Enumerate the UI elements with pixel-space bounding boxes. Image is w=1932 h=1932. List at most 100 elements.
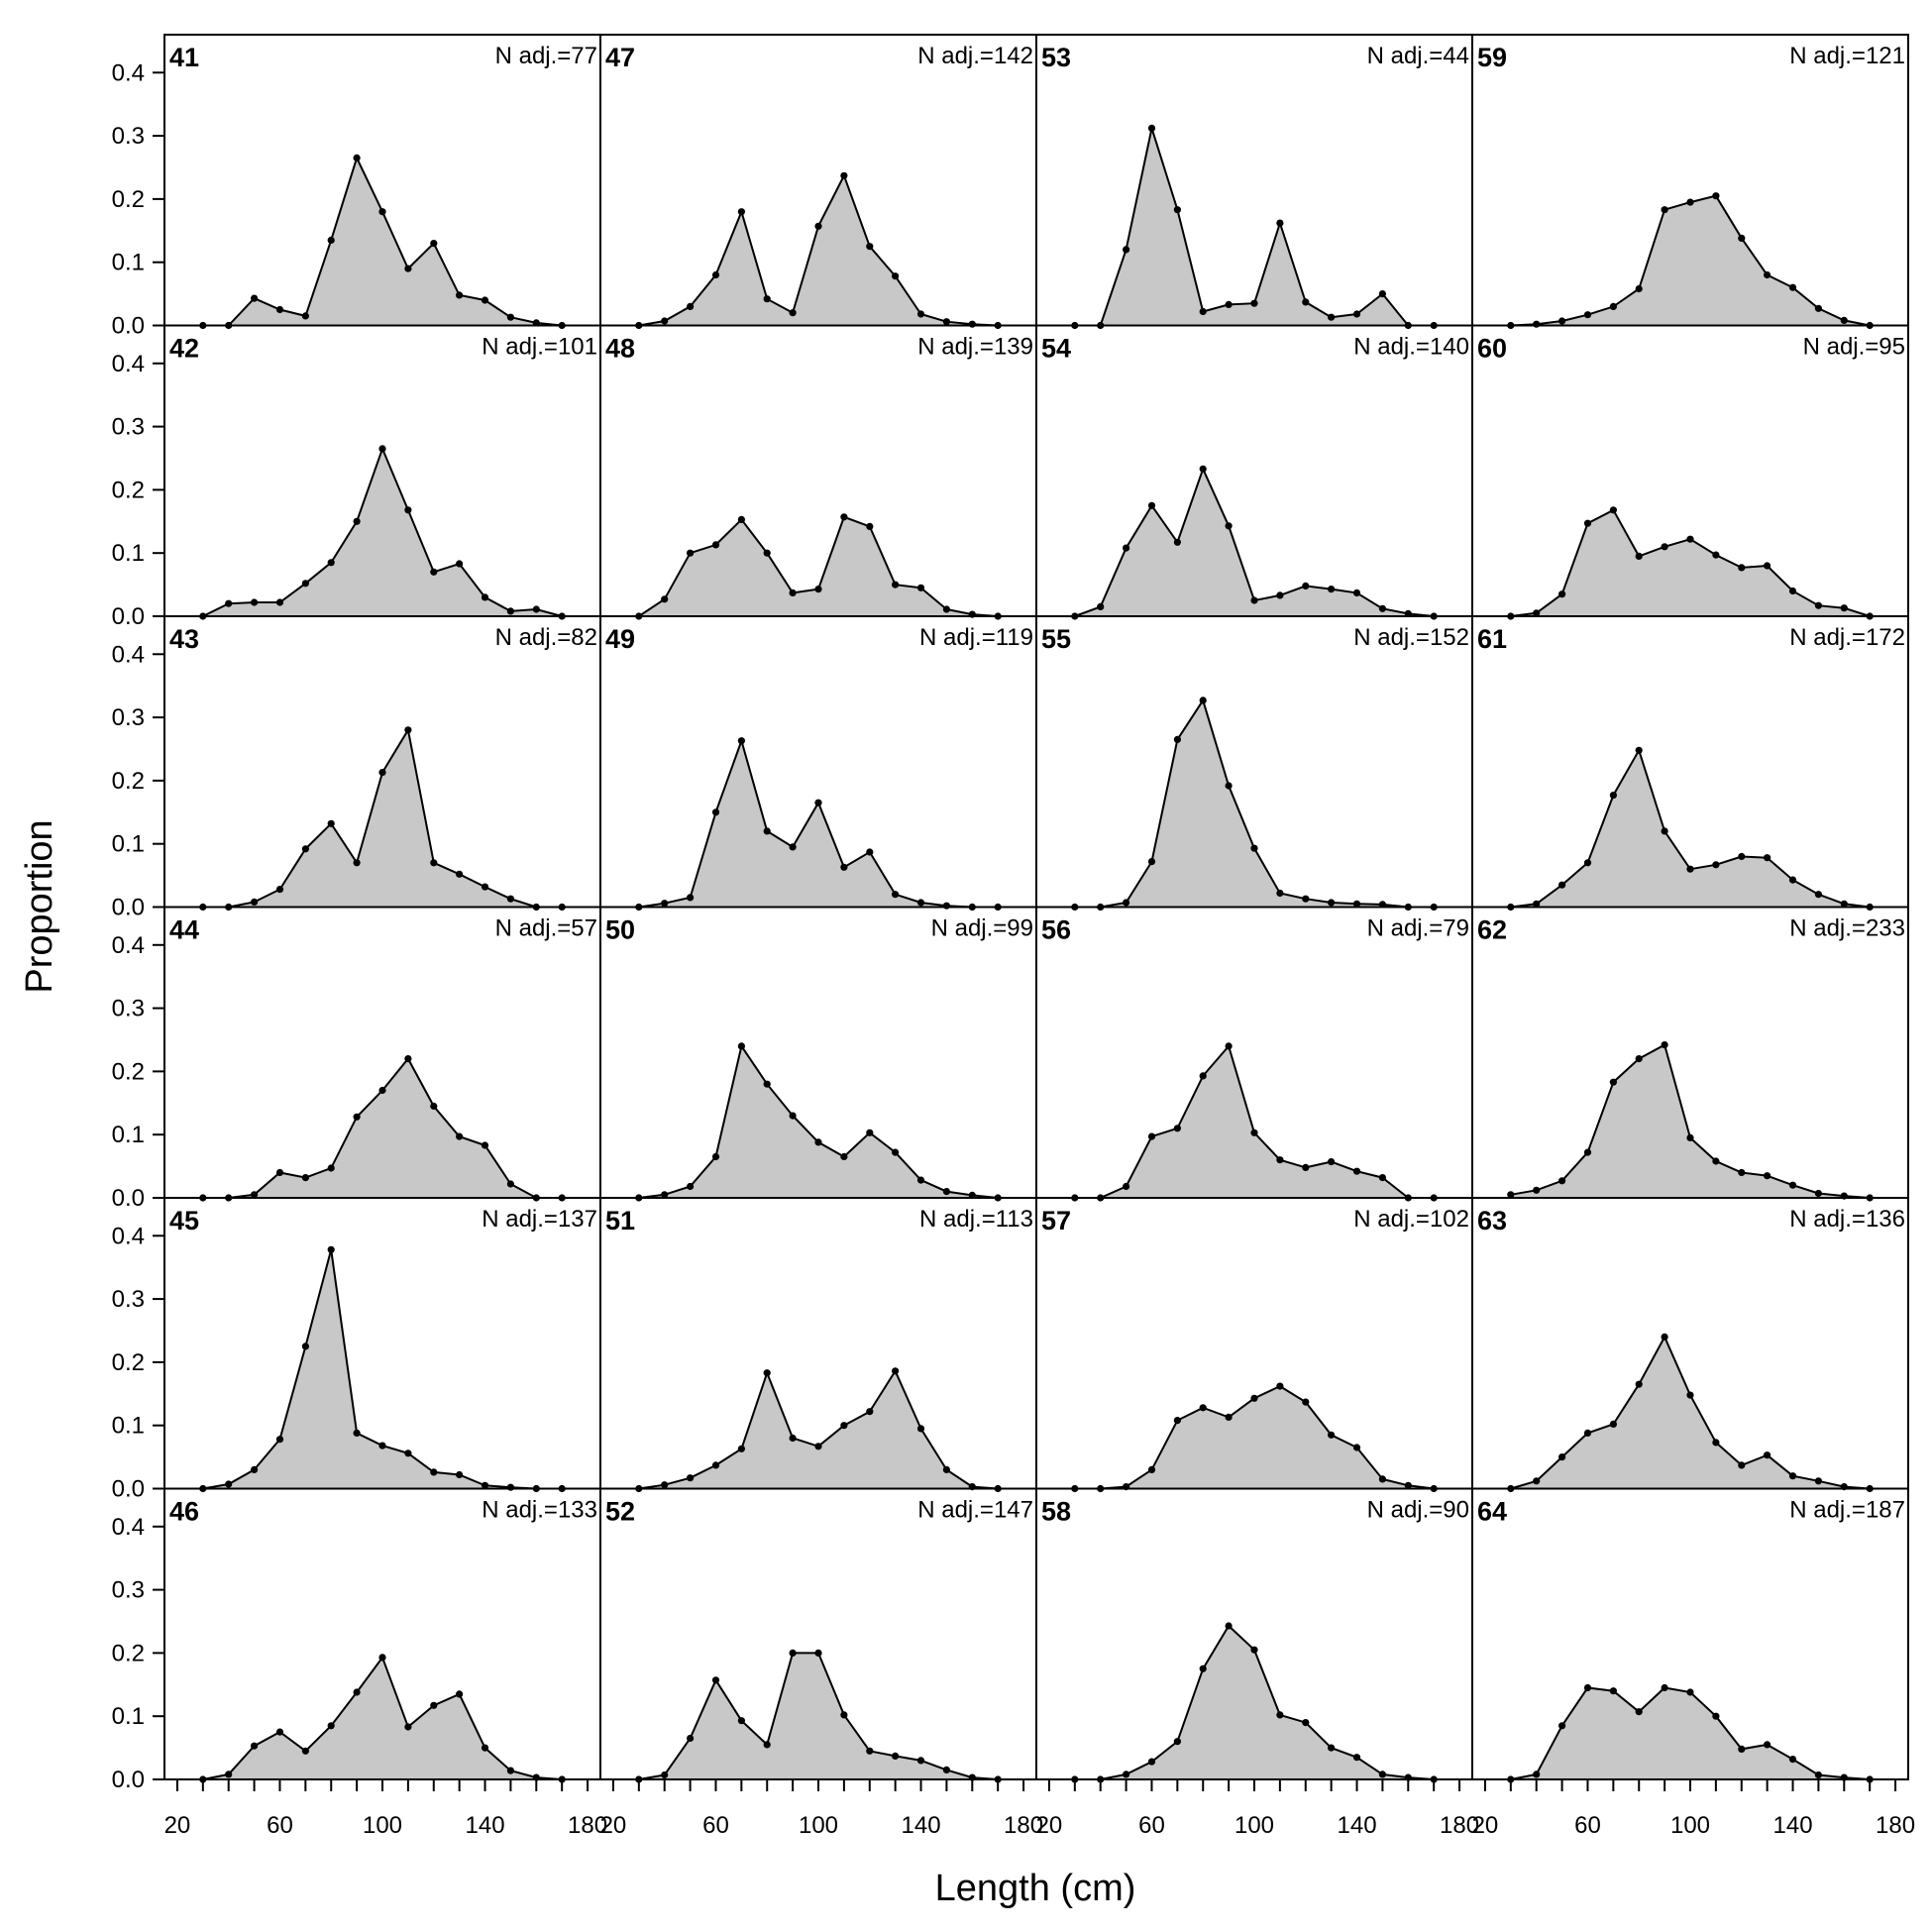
data-point-120 <box>430 240 438 248</box>
data-point-90 <box>353 517 361 525</box>
x-tick-label: 100 <box>799 1812 838 1839</box>
data-point-130 <box>1328 1431 1336 1439</box>
n-adj-label: N adj.=136 <box>1789 1206 1905 1233</box>
y-tick-label: 0.3 <box>112 704 145 731</box>
n-adj-label: N adj.=133 <box>482 1497 597 1524</box>
area-fill <box>1074 1386 1435 1489</box>
data-point-130 <box>456 560 464 568</box>
x-tick-label: 60 <box>1574 1812 1601 1839</box>
data-point-40 <box>1533 900 1541 908</box>
data-point-160 <box>1840 316 1848 324</box>
y-tick-label: 0.1 <box>112 540 145 567</box>
data-point-140 <box>1788 1181 1797 1189</box>
y-tick-label: 0.2 <box>112 1640 145 1666</box>
y-tick-label: 0.4 <box>112 1514 145 1541</box>
n-adj-label: N adj.=137 <box>482 1206 597 1233</box>
data-point-120 <box>1302 1719 1310 1727</box>
data-point-90 <box>1661 827 1668 835</box>
data-point-60 <box>1147 1465 1156 1473</box>
x-tick-label: 60 <box>702 1812 729 1839</box>
data-point-50 <box>687 1734 695 1743</box>
data-point-150 <box>1814 891 1822 899</box>
data-point-70 <box>1173 206 1181 214</box>
data-point-50 <box>251 898 259 907</box>
y-tick-label: 0.2 <box>112 477 145 503</box>
panel-64: 64 N adj.=187 <box>1477 1497 1905 1783</box>
data-point-90 <box>1661 206 1668 214</box>
data-point-140 <box>481 1481 489 1489</box>
area-fill <box>1510 195 1871 326</box>
data-point-140 <box>916 1176 925 1184</box>
data-point-90 <box>1225 1413 1233 1421</box>
y-tick-label: 0.1 <box>112 250 145 276</box>
area-fill <box>1074 1626 1435 1779</box>
data-point-60 <box>1583 1148 1592 1156</box>
data-point-60 <box>711 270 720 279</box>
data-point-70 <box>301 580 309 588</box>
data-point-70 <box>301 845 309 853</box>
n-adj-label: N adj.=147 <box>917 1497 1033 1524</box>
data-point-150 <box>942 1465 951 1473</box>
panel-62: 62 N adj.=233 <box>1477 915 1905 1202</box>
data-point-130 <box>892 581 900 589</box>
data-point-160 <box>532 605 540 613</box>
data-point-90 <box>1225 782 1233 790</box>
data-point-140 <box>481 296 489 304</box>
data-point-120 <box>866 522 874 531</box>
panel-42: 42 N adj.=101 <box>169 334 597 620</box>
data-point-50 <box>687 1182 695 1191</box>
data-point-40 <box>661 1191 669 1199</box>
data-point-70 <box>1173 538 1181 546</box>
data-point-100 <box>814 586 822 593</box>
data-point-50 <box>251 1742 259 1750</box>
panel-60: 60 N adj.=95 <box>1477 334 1905 620</box>
y-tick-label: 0.4 <box>112 351 145 377</box>
y-tick-label: 0.4 <box>112 641 145 668</box>
data-point-150 <box>942 318 951 326</box>
data-point-70 <box>301 1747 309 1755</box>
area-fill <box>638 1045 999 1198</box>
panel-47: 47 N adj.=142 <box>605 43 1033 330</box>
x-tick-label: 140 <box>1773 1812 1813 1839</box>
n-adj-label: N adj.=139 <box>917 334 1033 361</box>
data-point-60 <box>1583 1683 1592 1692</box>
data-point-160 <box>1840 900 1848 908</box>
data-point-60 <box>1147 1758 1156 1766</box>
panel-label: 55 <box>1041 624 1071 654</box>
panel-label: 64 <box>1477 1497 1507 1527</box>
data-point-60 <box>711 1152 720 1161</box>
y-tick-label: 0.2 <box>112 1349 145 1376</box>
data-point-80 <box>1199 1664 1207 1672</box>
data-point-140 <box>1788 1472 1797 1480</box>
data-point-80 <box>763 1369 771 1377</box>
data-point-110 <box>1276 1382 1284 1390</box>
data-point-50 <box>1558 590 1566 598</box>
data-point-50 <box>1123 1771 1130 1778</box>
data-point-130 <box>456 1690 464 1698</box>
y-tick-label: 0.0 <box>112 1476 145 1503</box>
y-tick-label: 0.3 <box>112 996 145 1022</box>
panel-53: 53 N adj.=44 <box>1041 43 1469 330</box>
data-point-110 <box>404 1055 412 1063</box>
data-point-60 <box>275 1728 284 1736</box>
data-point-130 <box>1764 1172 1771 1180</box>
y-tick-label: 0.2 <box>112 1058 145 1085</box>
data-point-60 <box>1583 519 1592 527</box>
x-tick-label: 140 <box>466 1812 505 1839</box>
n-adj-label: N adj.=79 <box>1367 915 1469 942</box>
data-point-120 <box>1302 582 1310 590</box>
area-fill <box>638 740 999 908</box>
area-fill <box>1074 699 1435 908</box>
data-point-130 <box>456 291 464 299</box>
data-point-150 <box>1378 1475 1386 1483</box>
data-point-130 <box>892 891 900 899</box>
data-point-120 <box>1302 895 1310 903</box>
data-point-150 <box>506 1483 514 1491</box>
area-fill <box>202 729 563 908</box>
data-point-110 <box>404 265 412 272</box>
data-point-110 <box>404 1723 412 1731</box>
data-point-130 <box>892 1148 900 1156</box>
data-point-80 <box>327 559 335 567</box>
data-point-90 <box>353 859 361 867</box>
panel-63: 63 N adj.=136 <box>1477 1206 1905 1493</box>
